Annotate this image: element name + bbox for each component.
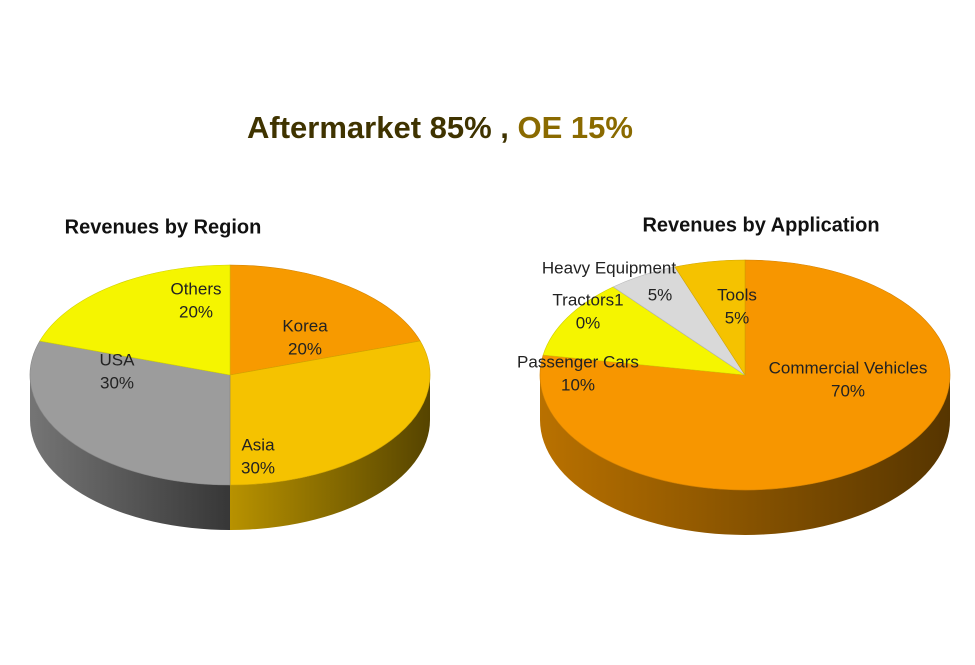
slice-label: Tractors1 [552,290,623,309]
slice-label: Korea [282,316,328,335]
slice [542,286,746,376]
slice-label: Others [170,279,221,298]
slice-side [30,375,230,530]
slice-label: Passenger Cars [517,352,639,371]
slice-label: Commercial Vehicles [769,358,928,377]
slice-value-label: 30% [100,373,134,392]
slice-value-label: 5% [648,285,673,304]
headline-oe: OE 15% [518,110,633,145]
slice-value-label: 0% [576,313,601,332]
slice-side [230,375,430,530]
slice [229,340,431,486]
slice-label: USA [100,350,136,369]
slice-value-label: 5% [725,308,750,327]
slice [29,340,231,486]
headline: Aftermarket 85% , OE 15% [247,110,633,145]
slice-value-label: 20% [288,339,322,358]
slice [39,264,231,376]
slice-value-label: 70% [831,381,865,400]
slice-side [540,375,950,535]
slice-label: Asia [241,435,275,454]
slice-value-label: 30% [241,458,275,477]
slice-label: Heavy Equipment [542,258,676,277]
slice-value-label: 10% [561,375,595,394]
chart-title: Revenues by Region [65,216,262,238]
chart-title: Revenues by Application [642,214,879,236]
slice-value-label: 20% [179,302,213,321]
slice [674,259,746,377]
slice-label: Tools [717,285,757,304]
headline-aftermarket: Aftermarket 85% , [247,110,509,145]
slice [229,264,421,376]
